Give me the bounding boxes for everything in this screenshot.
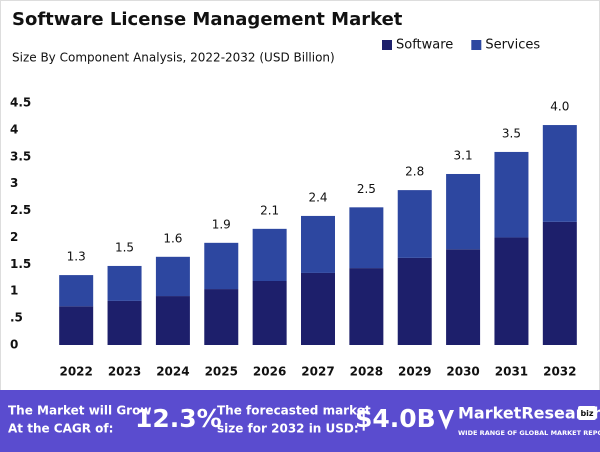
bar-segment <box>349 268 384 345</box>
x-tick-label: 2031 <box>495 365 528 379</box>
bar-segment <box>494 151 529 238</box>
y-tick-label: 0 <box>10 338 18 352</box>
legend-label: Services <box>485 38 540 53</box>
bar-segment <box>446 249 481 345</box>
bar-segment <box>155 256 190 297</box>
bar-segment <box>446 173 481 250</box>
x-tick-label: 2027 <box>301 365 334 379</box>
bar-segment <box>59 275 94 307</box>
bar-segment <box>252 281 287 345</box>
x-tick-label: 2032 <box>543 365 576 379</box>
x-tick-label: 2023 <box>108 365 141 379</box>
x-tick-label: 2026 <box>253 365 286 379</box>
x-tick-label: 2022 <box>59 365 92 379</box>
y-tick-label: 1.5 <box>10 257 31 271</box>
chart-title: Software License Management Market <box>12 9 403 30</box>
data-label: 2.5 <box>357 182 376 196</box>
legend-label: Software <box>396 38 453 53</box>
data-label: 3.5 <box>502 126 521 140</box>
bar-segment <box>204 242 239 290</box>
cagr-text: At the CAGR of: <box>8 422 113 436</box>
forecast-text: size for 2032 in USD: <box>217 422 359 436</box>
legend-swatch <box>471 40 482 50</box>
x-tick-label: 2024 <box>156 365 189 379</box>
bar-segment <box>155 296 190 345</box>
forecast-value: $4.0B <box>355 404 436 433</box>
chart-subtitle: Size By Component Analysis, 2022-2032 (U… <box>12 51 335 65</box>
bar-segment <box>542 221 577 345</box>
forecast-text: The forecasted market <box>217 404 371 418</box>
data-label: 3.1 <box>454 148 473 162</box>
y-tick-label: 2 <box>10 230 18 244</box>
data-label: 2.1 <box>260 203 279 217</box>
bar-segment <box>59 306 94 345</box>
bar-segment <box>349 207 384 269</box>
bar-segment <box>542 125 577 222</box>
data-label: 1.5 <box>115 240 134 254</box>
data-label: 1.6 <box>163 231 182 245</box>
x-tick-label: 2029 <box>398 365 431 379</box>
x-tick-label: 2025 <box>205 365 238 379</box>
data-label: 2.4 <box>308 190 327 204</box>
bar-segment <box>252 228 287 282</box>
y-tick-label: 3 <box>10 176 18 190</box>
y-tick-label: 4.5 <box>10 96 31 110</box>
bar-segment <box>397 190 432 258</box>
brand: MarketResearch <box>458 404 600 423</box>
data-label: 2.8 <box>405 165 424 179</box>
brand-tagline: WIDE RANGE OF GLOBAL MARKET REPORTS <box>458 429 600 437</box>
brand-badge-box <box>578 406 596 420</box>
y-tick-label: 4 <box>10 122 18 136</box>
footer-banner <box>0 390 600 452</box>
x-tick-label: 2028 <box>350 365 383 379</box>
cagr-value: 12.3% <box>135 404 222 433</box>
bar-segment <box>107 265 142 301</box>
y-tick-label: 3.5 <box>10 149 31 163</box>
x-tick-label: 2030 <box>446 365 479 379</box>
data-label: 1.9 <box>212 217 231 231</box>
bar-segment <box>107 300 142 345</box>
y-tick-label: 1 <box>10 284 18 298</box>
brand-badge: biz <box>580 409 593 418</box>
bar-segment <box>494 237 529 345</box>
bar-segment <box>397 257 432 345</box>
y-tick-label: 2.5 <box>10 203 31 217</box>
bar-segment <box>301 215 335 273</box>
bar-segment <box>301 272 335 345</box>
data-label: 1.3 <box>67 250 86 264</box>
cagr-text: The Market will Grow <box>8 404 151 418</box>
data-label: 4.0 <box>550 100 569 114</box>
y-tick-label: .5 <box>10 311 23 325</box>
bar-segment <box>204 289 239 345</box>
legend-swatch <box>382 40 392 50</box>
brand-logo <box>438 410 454 430</box>
